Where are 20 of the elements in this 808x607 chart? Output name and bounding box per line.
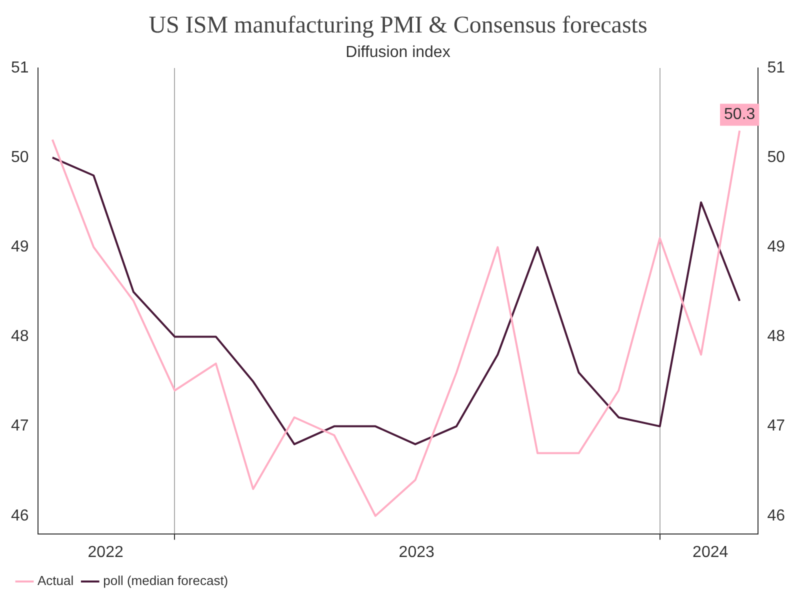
chart-title: US ISM manufacturing PMI & Consensus forecasts — [148, 12, 648, 39]
y-tick-label: 49 — [11, 238, 29, 256]
x-tick-label: 2023 — [398, 544, 435, 561]
y2-tick-label: 48 — [767, 328, 786, 346]
legend-label: Actual — [38, 573, 74, 588]
data-label: 50.3 — [724, 106, 756, 124]
y-tick-label: 46 — [11, 507, 29, 524]
y-tick-label: 48 — [11, 328, 29, 346]
y-tick-label: 50 — [11, 148, 29, 166]
x-tick-label: 2022 — [88, 544, 124, 561]
chart-subtitle: Diffusion index — [346, 44, 450, 61]
y-tick-label: 47 — [11, 418, 29, 435]
y2-tick-label: 47 — [767, 418, 786, 435]
legend-label: poll (median forecast) — [103, 573, 228, 588]
y2-tick-label: 49 — [767, 238, 786, 256]
y2-tick-label: 50 — [767, 148, 786, 166]
y-tick-label: 51 — [11, 59, 29, 76]
x-tick-label: 2024 — [692, 544, 728, 561]
y2-tick-label: 51 — [767, 59, 786, 76]
y2-tick-label: 46 — [767, 507, 786, 524]
